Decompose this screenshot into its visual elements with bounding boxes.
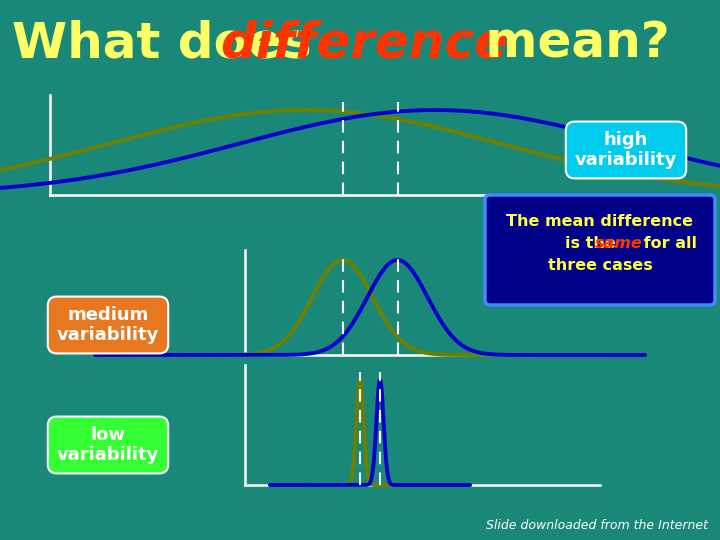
Text: high
variability: high variability: [575, 131, 678, 170]
Text: three cases: three cases: [548, 258, 652, 273]
Text: same: same: [595, 236, 643, 251]
Text: Slide downloaded from the Internet: Slide downloaded from the Internet: [486, 519, 708, 532]
Text: low
variability: low variability: [57, 426, 159, 464]
Text: mean?: mean?: [468, 20, 670, 68]
FancyBboxPatch shape: [485, 195, 715, 305]
Text: difference: difference: [220, 20, 508, 68]
Text: medium
variability: medium variability: [57, 306, 159, 345]
Text: for all: for all: [638, 236, 697, 251]
Text: is the: is the: [565, 236, 621, 251]
Text: The mean difference: The mean difference: [506, 214, 693, 229]
Text: What does: What does: [12, 20, 329, 68]
